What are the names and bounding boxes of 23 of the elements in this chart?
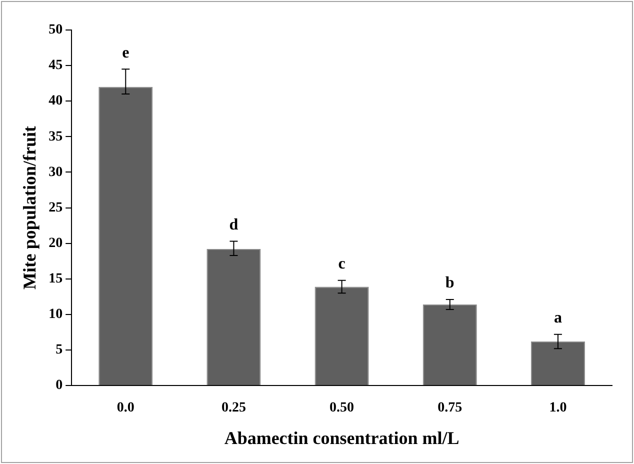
x-tick-label: 0.0 — [116, 400, 134, 416]
y-tick-label: 45 — [48, 58, 63, 74]
y-tick-label: 50 — [48, 22, 63, 38]
x-tick-label: 0.25 — [221, 400, 246, 416]
annotation: d — [229, 216, 238, 234]
annotation: c — [338, 255, 346, 272]
x-tick-label: 0.75 — [438, 400, 462, 416]
y-tick-label: 40 — [48, 94, 63, 109]
y-tick-label: 10 — [48, 307, 63, 322]
y-tick-label: 15 — [48, 272, 63, 287]
y-tick-label: 35 — [48, 129, 63, 144]
y-tick-label: 5 — [56, 342, 63, 358]
x-axis-title: Abamectin consentration ml/L — [224, 428, 460, 448]
annotation: b — [445, 274, 454, 292]
y-axis-title: Mite population/fruit — [19, 126, 40, 290]
x-tick-label: 0.50 — [330, 400, 354, 416]
annotation: e — [122, 44, 130, 62]
x-tick-label: 1.0 — [549, 400, 567, 416]
y-tick-label: 0 — [56, 378, 63, 394]
y-tick-label: 25 — [48, 200, 63, 216]
annotation: a — [554, 310, 562, 327]
y-tick-label: 30 — [48, 164, 63, 180]
y-tick-label: 20 — [48, 236, 63, 251]
